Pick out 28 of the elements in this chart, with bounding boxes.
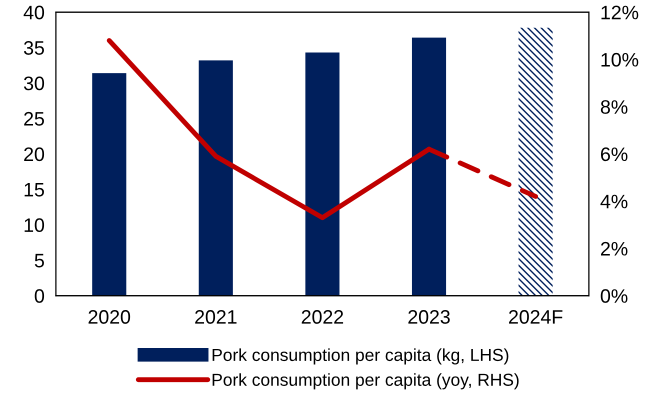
bar	[198, 60, 233, 296]
legend-label: Pork consumption per capita (kg, LHS)	[212, 348, 508, 365]
y2-tick-label: 4%	[600, 194, 628, 208]
y2-tick-label: 2%	[601, 242, 628, 256]
y2-tick-label: 0%	[600, 289, 628, 303]
legend-label: Pork consumption per capita (yoy, RHS)	[212, 373, 519, 390]
y-tick-label: 40	[24, 6, 44, 20]
y-tick-label: 15	[24, 183, 44, 197]
y-tick-label: 25	[24, 112, 44, 126]
bar	[305, 52, 340, 296]
y2-tick-label: 12%	[602, 6, 638, 20]
bar	[412, 38, 446, 296]
x-tick-label: 2020	[88, 310, 130, 324]
y-tick-label: 30	[24, 76, 44, 90]
x-tick-label: 2024F	[509, 310, 562, 324]
y-tick-label: 5	[34, 254, 44, 268]
x-tick-label: 2022	[302, 310, 344, 324]
bar	[92, 73, 126, 296]
y-tick-label: 35	[24, 41, 44, 55]
y-tick-label: 20	[24, 147, 44, 162]
y2-tick-label: 10%	[602, 52, 638, 67]
x-tick-label: 2021	[195, 310, 237, 324]
y-tick-label: 0	[34, 289, 44, 303]
y2-tick-label: 6%	[601, 147, 628, 162]
y-tick-label: 10	[24, 218, 44, 232]
x-tick-label: 2023	[408, 310, 450, 324]
bar	[518, 28, 553, 296]
y2-tick-label: 8%	[600, 100, 628, 114]
